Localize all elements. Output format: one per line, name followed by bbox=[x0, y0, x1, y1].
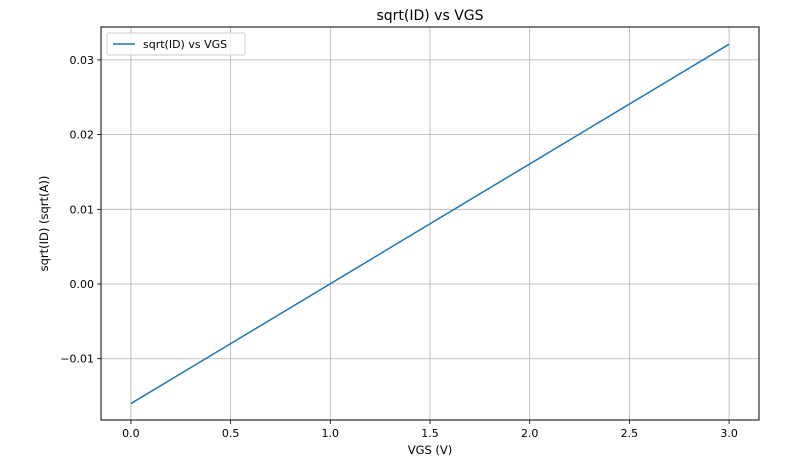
y-tick-label: 0.02 bbox=[70, 129, 95, 142]
x-tick-label: 2.0 bbox=[521, 427, 539, 440]
x-tick-label: 0.0 bbox=[122, 427, 140, 440]
x-tick-label: 2.5 bbox=[621, 427, 639, 440]
x-tick-label: 1.5 bbox=[421, 427, 439, 440]
legend-label: sqrt(ID) vs VGS bbox=[143, 38, 227, 51]
series-line bbox=[130, 43, 730, 405]
series-layer bbox=[130, 43, 730, 405]
y-ticks: −0.01 0.00 0.01 0.02 0.03 bbox=[60, 54, 101, 366]
x-tick-label: 3.0 bbox=[720, 427, 738, 440]
y-axis-label: sqrt(ID) (sqrt(A)) bbox=[37, 176, 51, 272]
grid-layer bbox=[101, 27, 759, 420]
legend-box bbox=[106, 32, 246, 56]
y-tick-label: 0.00 bbox=[70, 278, 95, 291]
legend: sqrt(ID) vs VGS bbox=[106, 32, 246, 56]
x-tick-label: 0.5 bbox=[222, 427, 240, 440]
y-tick-label: 0.03 bbox=[70, 54, 95, 67]
y-tick-label: −0.01 bbox=[60, 353, 94, 366]
x-ticks: 0.0 0.5 1.0 1.5 2.0 2.5 3.0 bbox=[122, 420, 738, 440]
x-tick-label: 1.0 bbox=[322, 427, 340, 440]
chart-title: sqrt(ID) vs VGS bbox=[376, 8, 483, 24]
x-axis-label: VGS (V) bbox=[408, 443, 453, 457]
y-tick-label: 0.01 bbox=[70, 203, 95, 216]
